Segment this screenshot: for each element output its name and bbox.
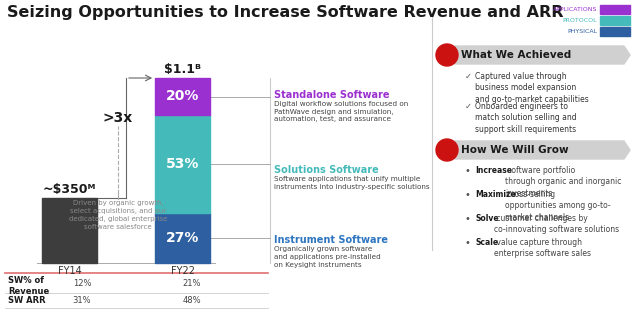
Text: •: • xyxy=(465,190,471,200)
Bar xyxy=(155,115,210,213)
Text: value capture through
enterprise software sales: value capture through enterprise softwar… xyxy=(494,238,591,259)
Text: Digital workflow solutions focused on
PathWave design and simulation,
automation: Digital workflow solutions focused on Pa… xyxy=(274,101,408,122)
Text: Solutions Software: Solutions Software xyxy=(274,165,379,175)
Text: Increase: Increase xyxy=(475,166,512,175)
Text: •: • xyxy=(465,166,471,176)
Text: >3x: >3x xyxy=(103,111,133,125)
Text: Driven by organic growth,
select acquisitions, and our
dedicated, global enterpr: Driven by organic growth, select acquisi… xyxy=(69,200,167,230)
Text: SW% of
Revenue: SW% of Revenue xyxy=(8,276,49,296)
Circle shape xyxy=(436,44,458,66)
Text: ✓: ✓ xyxy=(465,72,472,81)
Text: Captured value through
business model expansion
and go-to-market capabilities: Captured value through business model ex… xyxy=(475,72,589,104)
Text: •: • xyxy=(465,214,471,224)
Bar xyxy=(600,27,630,36)
Bar xyxy=(155,78,210,115)
Bar xyxy=(155,213,210,263)
Text: FY14: FY14 xyxy=(58,266,81,276)
Text: $1.1ᴮ: $1.1ᴮ xyxy=(164,63,201,76)
Text: software portfolio
through organic and inorganic
investments: software portfolio through organic and i… xyxy=(506,166,622,198)
Text: 21%: 21% xyxy=(183,279,201,288)
Text: Solve: Solve xyxy=(475,214,499,223)
Text: •: • xyxy=(465,238,471,248)
Text: ~$350ᴹ: ~$350ᴹ xyxy=(43,183,96,196)
Text: Maximize: Maximize xyxy=(475,190,516,199)
Text: ✓: ✓ xyxy=(465,102,472,111)
Text: FY22: FY22 xyxy=(170,266,195,276)
Text: APPLICATIONS: APPLICATIONS xyxy=(552,7,597,12)
Text: Instrument Software: Instrument Software xyxy=(274,235,388,245)
Text: How We Will Grow: How We Will Grow xyxy=(461,145,568,155)
Text: SW ARR: SW ARR xyxy=(8,296,45,305)
Bar xyxy=(42,198,97,263)
Text: Organically grown software
and applications pre-installed
on Keysight instrument: Organically grown software and applicati… xyxy=(274,246,381,268)
Polygon shape xyxy=(455,46,630,64)
Circle shape xyxy=(436,139,458,161)
Text: Standalone Software: Standalone Software xyxy=(274,90,390,100)
Text: Onboarded engineers to
match solution selling and
support skill requirements: Onboarded engineers to match solution se… xyxy=(475,102,577,134)
Text: PROTOCOL: PROTOCOL xyxy=(563,18,597,23)
Text: 31%: 31% xyxy=(73,296,92,305)
Text: 53%: 53% xyxy=(166,157,199,171)
Text: Seizing Opportunities to Increase Software Revenue and ARR: Seizing Opportunities to Increase Softwa… xyxy=(7,5,563,20)
Text: Scale: Scale xyxy=(475,238,498,247)
Text: 27%: 27% xyxy=(166,231,199,245)
Bar xyxy=(600,5,630,14)
Text: PHYSICAL: PHYSICAL xyxy=(567,29,597,34)
Text: 12%: 12% xyxy=(73,279,92,288)
Text: Software applications that unify multiple
instruments into industry-specific sol: Software applications that unify multipl… xyxy=(274,176,429,190)
Text: 20%: 20% xyxy=(166,90,199,104)
Text: cross-selling
opportunities among go-to-
market channels: cross-selling opportunities among go-to-… xyxy=(506,190,611,222)
Text: 48%: 48% xyxy=(182,296,202,305)
Bar xyxy=(600,16,630,25)
Polygon shape xyxy=(455,141,630,159)
Text: What We Achieved: What We Achieved xyxy=(461,50,572,60)
Text: customer challenges by
co-innovating software solutions: customer challenges by co-innovating sof… xyxy=(494,214,619,234)
